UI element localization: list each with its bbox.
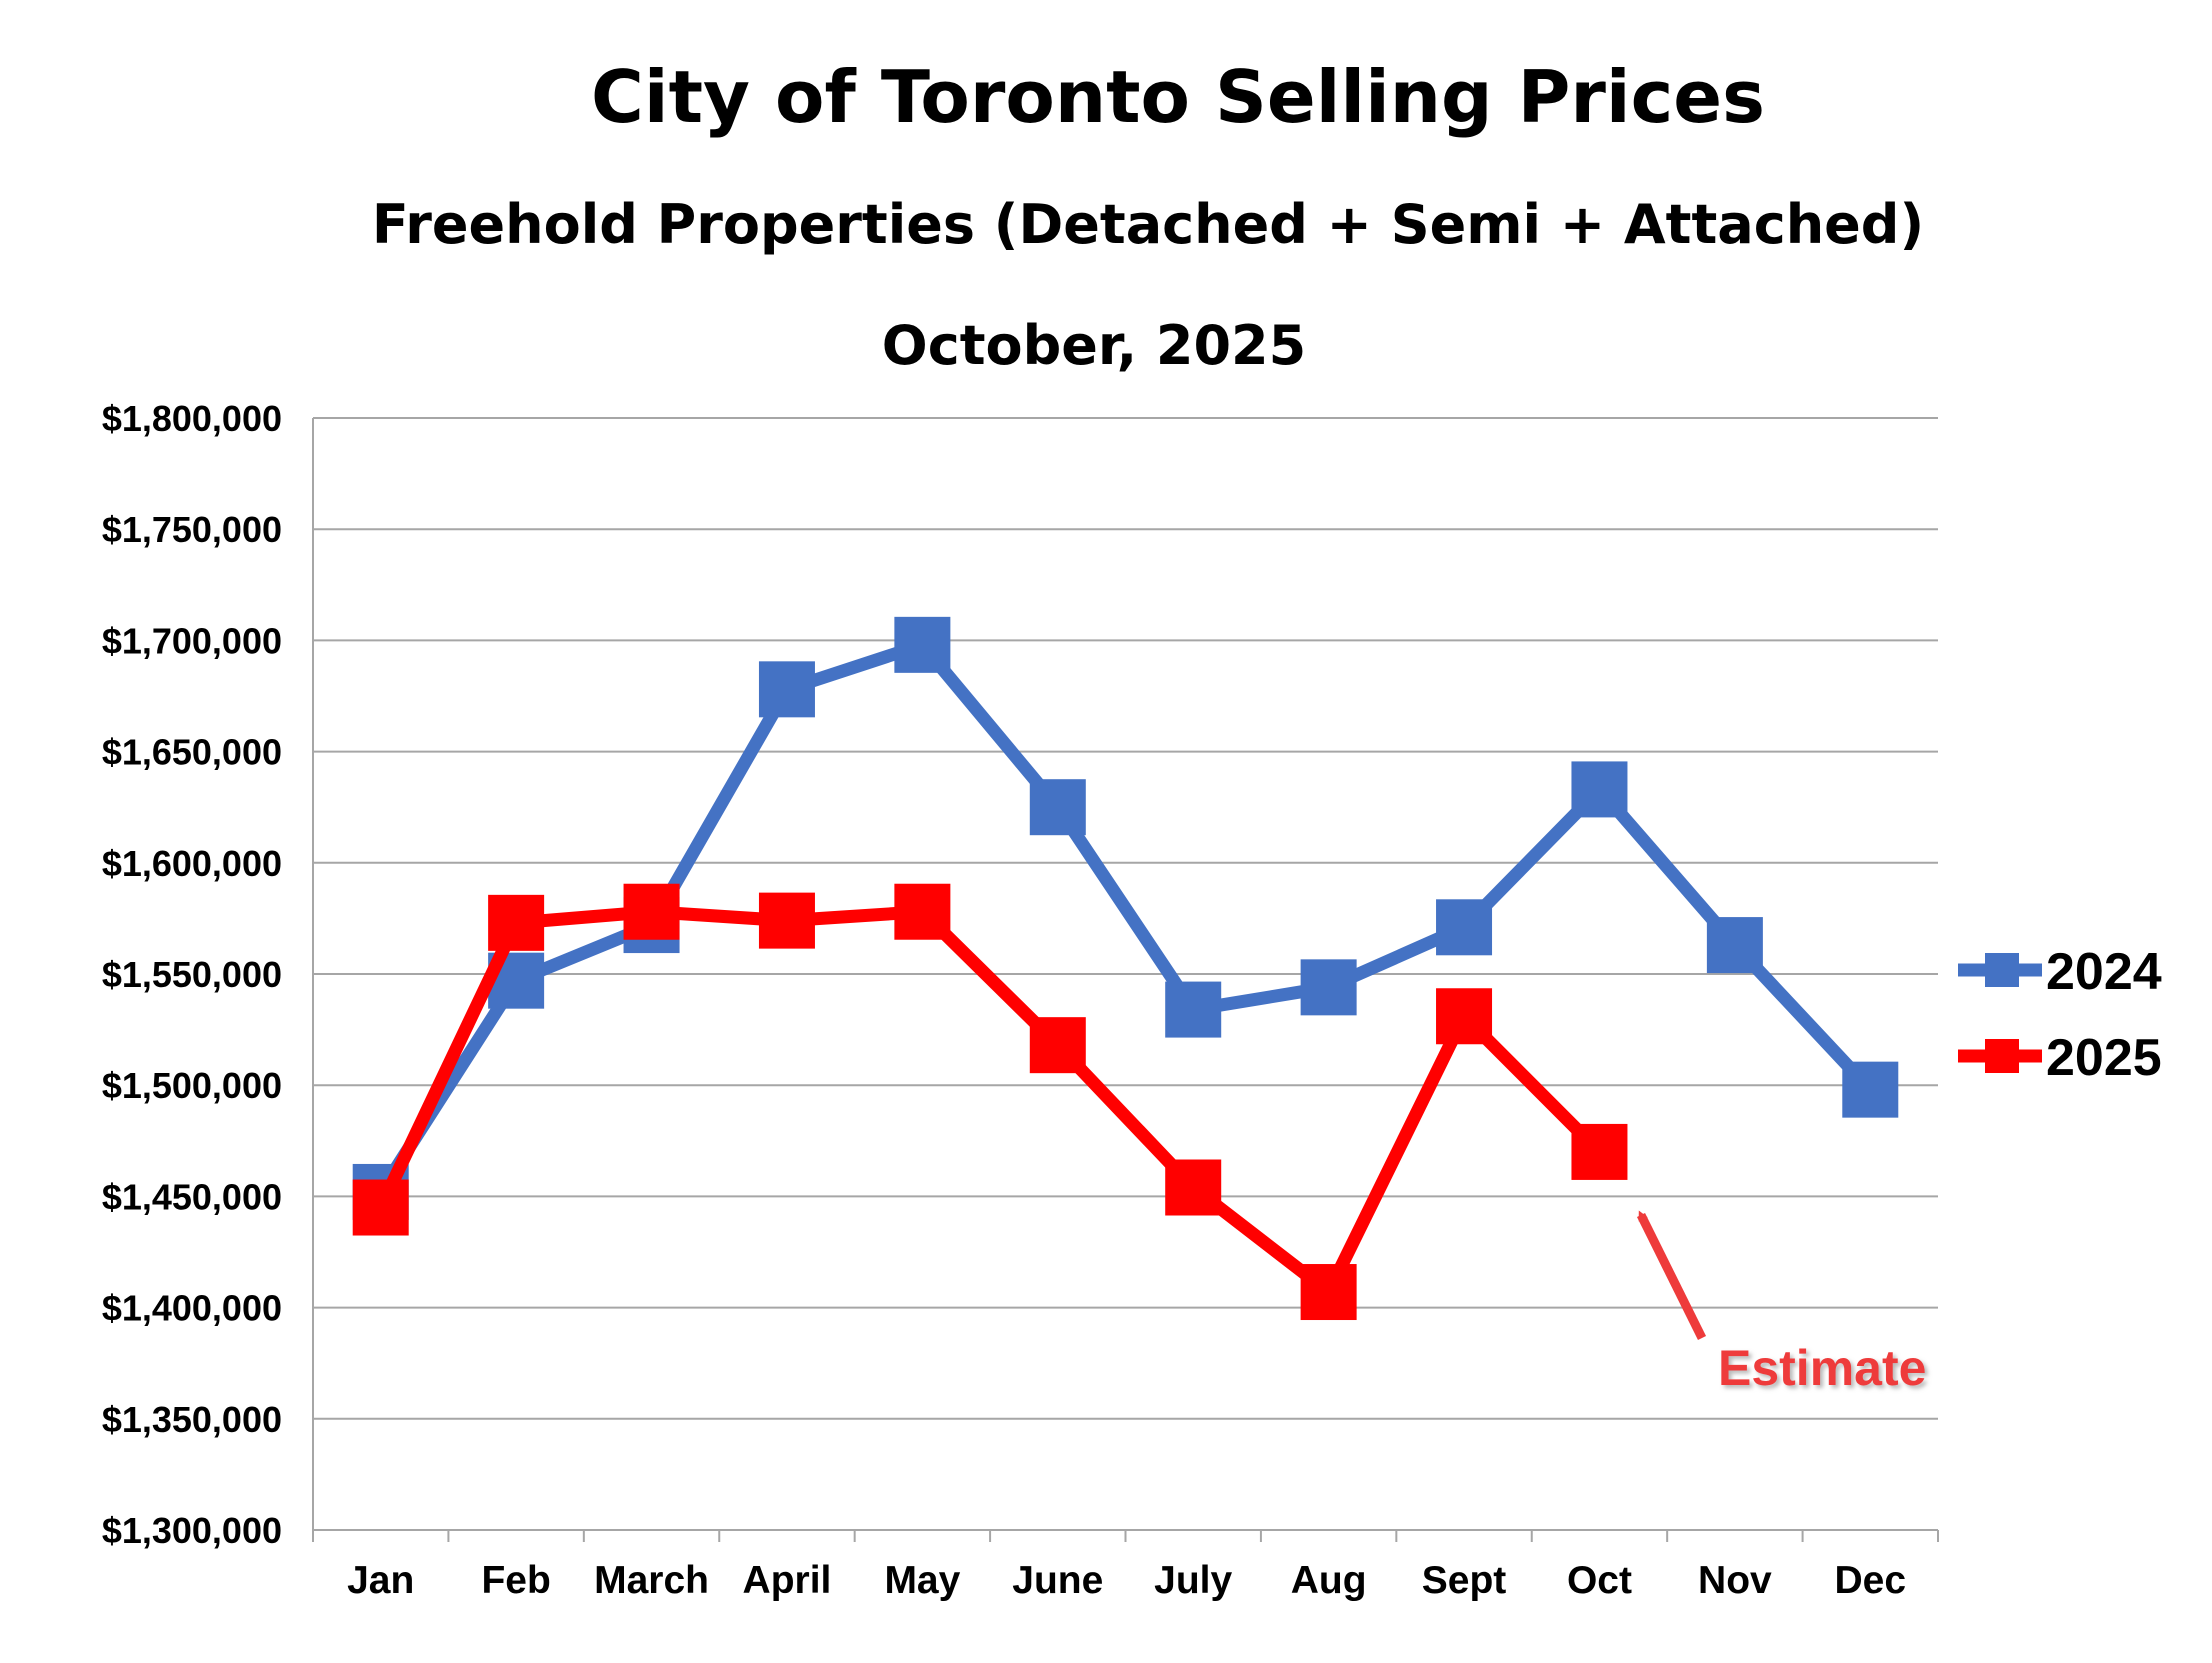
y-tick-label: $1,600,000 [102,843,282,884]
x-tick-label: July [1154,1559,1232,1602]
x-tick-label: Feb [481,1559,550,1602]
legend: 2024 2025 [1958,943,2162,1087]
legend-marker [1985,1039,2019,1073]
y-tick-label: $1,400,000 [102,1288,282,1329]
estimate-arrow [1636,1210,1707,1340]
x-tick-label: Jan [347,1559,414,1602]
x-axis: Jan Feb March April May June July Aug Sept Oct Nov… [312,418,1939,1602]
y-tick-label: $1,350,000 [102,1399,282,1440]
y-tick-label: $1,650,000 [102,732,282,773]
data-point [894,883,951,940]
legend-label: 2025 [2046,1029,2162,1087]
data-point [352,1179,409,1236]
data-point [1842,1061,1899,1118]
series-line [374,905,1605,1299]
y-tick-label: $1,700,000 [102,620,282,661]
grid-lines [313,417,1938,1420]
chart-title: City of Toronto Selling Prices [591,55,1765,139]
legend-marker [1985,953,2019,987]
chart-subtitle: Freehold Properties (Detached + Semi + A… [372,193,1924,256]
series-group [352,616,1899,1321]
chart-date: October, 2025 [882,314,1306,377]
y-axis-ticks: $1,300,000 $1,350,000 $1,400,000 $1,450,000… [102,398,282,1551]
estimate-annotation: Estimate [1636,1210,1926,1396]
x-tick-label: May [884,1559,960,1602]
data-point [1436,988,1493,1045]
data-point [1165,1159,1222,1216]
data-point [1436,899,1493,956]
data-point [758,661,815,718]
x-tick-label: Nov [1698,1559,1772,1602]
data-point [894,616,951,673]
y-tick-label: $1,800,000 [102,398,282,439]
y-tick-label: $1,500,000 [102,1065,282,1106]
data-point [1571,761,1628,818]
x-tick-label: March [594,1559,709,1602]
data-point [1571,1123,1628,1180]
data-point [758,892,815,949]
x-tick-label: Oct [1567,1559,1632,1602]
x-tick-label: Aug [1291,1559,1367,1602]
y-tick-label: $1,300,000 [102,1510,282,1551]
y-tick-label: $1,750,000 [102,509,282,550]
x-tick-label: April [743,1559,832,1602]
series-2025 [352,883,1628,1321]
data-point [1029,779,1086,836]
legend-label: 2024 [2046,943,2162,1001]
data-point [1029,1017,1086,1074]
data-point [1300,1264,1357,1321]
data-point [1706,917,1763,974]
data-point [1300,959,1357,1016]
x-tick-label: June [1012,1559,1103,1602]
data-point [1165,981,1222,1038]
data-point [623,883,680,940]
data-point [488,894,545,951]
y-tick-label: $1,550,000 [102,954,282,995]
x-tick-label: Sept [1422,1559,1507,1602]
x-tick-label: Dec [1835,1559,1907,1602]
y-tick-label: $1,450,000 [102,1176,282,1217]
estimate-label: Estimate [1718,1340,1926,1396]
